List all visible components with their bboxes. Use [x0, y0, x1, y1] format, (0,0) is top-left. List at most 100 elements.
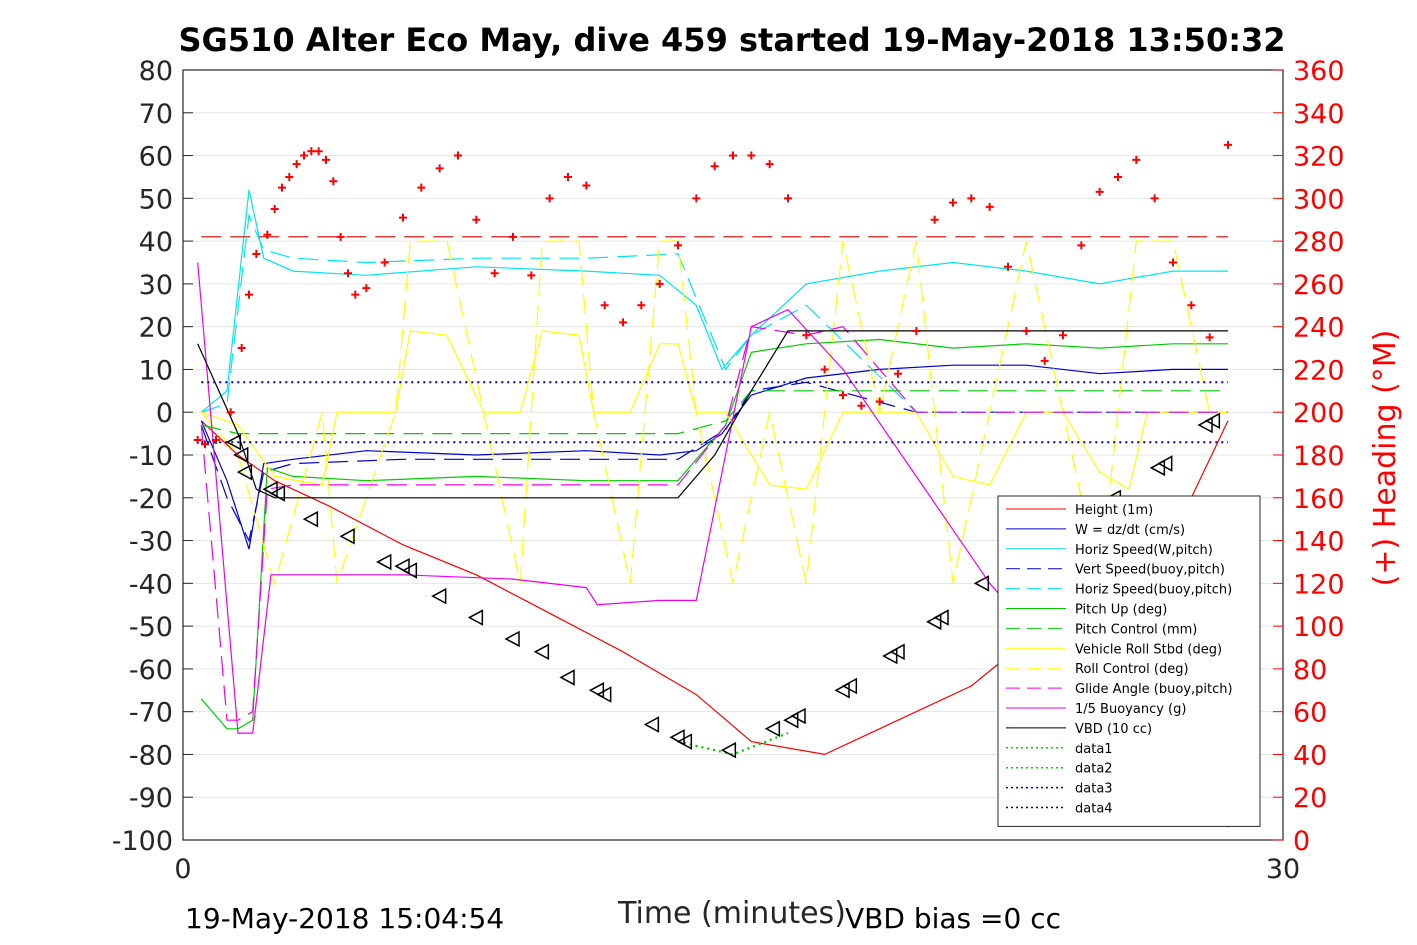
y-right-tick-label: 360: [1293, 56, 1345, 87]
heading-point: [985, 202, 994, 211]
depth-marker: [676, 733, 693, 750]
depth-marker: [533, 643, 550, 661]
depth-marker: [431, 587, 447, 605]
heading-point: [674, 241, 682, 250]
depth-marker: [1204, 412, 1221, 430]
y-axis-right: 3603403203002802602402202001801601401201…: [1273, 56, 1345, 857]
y-tick-label: -100: [112, 826, 173, 857]
depth-marker: [720, 741, 737, 759]
heading-point: [417, 183, 426, 192]
depth-marker: [882, 647, 898, 665]
heading-point: [765, 160, 774, 169]
heading-point: [201, 440, 209, 449]
heading-point: [912, 326, 921, 335]
depth-marker: [236, 463, 253, 481]
series-vbd-10-cc: [197, 330, 1228, 499]
y-tick-label: -70: [129, 698, 173, 729]
depth-marker: [225, 433, 242, 451]
heading-point: [380, 258, 389, 267]
legend-entry: Pitch Control (mm): [1075, 622, 1197, 637]
footer-timestamp: 19-May-2018 15:04:54: [185, 902, 504, 935]
legend-entry: data3: [1075, 782, 1113, 797]
series-pitch-control-mm: [201, 390, 1228, 435]
depth-marker: [643, 716, 660, 733]
legend-entry: Vert Speed(buoy,pitch): [1075, 563, 1225, 578]
heading-point: [820, 365, 829, 374]
legend-box: [997, 495, 1261, 827]
y-tick-label: 30: [139, 270, 173, 301]
heading-point: [839, 391, 847, 400]
y-right-tick-label: 260: [1293, 270, 1345, 301]
depth-marker: [973, 575, 990, 592]
series-vehicle-roll-stbd-deg: [201, 330, 1228, 491]
heading-point: [564, 172, 572, 181]
y-right-tick-label: 80: [1293, 655, 1327, 686]
y-right-tick-label: 120: [1293, 569, 1345, 600]
legend-entry: data1: [1075, 742, 1113, 757]
series-pitch-up-deg: [200, 338, 1228, 730]
y-tick-label: -90: [129, 783, 173, 814]
heading-point: [344, 269, 352, 278]
legend-entry: data4: [1075, 802, 1113, 817]
heading-point: [490, 269, 499, 278]
heading-point: [949, 198, 957, 207]
heading-point: [582, 181, 591, 190]
depth-marker: [889, 643, 905, 661]
footer-vbd-bias: VBD bias =0 cc: [845, 902, 1061, 935]
y-tick-label: 50: [139, 184, 173, 215]
depth-marker: [933, 609, 949, 626]
heading-point: [237, 344, 246, 353]
depth-marker: [339, 528, 355, 545]
y-tick-label: 10: [139, 355, 173, 386]
y-tick-label: -60: [129, 655, 173, 686]
heading-point: [435, 164, 444, 173]
y-right-tick-label: 320: [1293, 142, 1345, 173]
depth-marker: [783, 711, 799, 729]
chart-title: SG510 Alter Eco May, dive 459 started 19…: [178, 21, 1285, 59]
y-right-tick-label: 0: [1293, 826, 1310, 857]
heading-point: [710, 162, 719, 171]
depth-marker: [394, 557, 410, 575]
y-right-tick-label: 220: [1293, 355, 1345, 386]
y-tick-label: -80: [129, 740, 173, 771]
heading-point: [193, 436, 202, 445]
y-tick-label: 0: [156, 398, 173, 429]
heading-point: [472, 215, 481, 224]
heading-point: [278, 183, 286, 192]
heading-point: [1205, 333, 1214, 342]
heading-point: [692, 194, 701, 203]
heading-point: [1132, 155, 1141, 164]
y-tick-label: 40: [139, 227, 173, 258]
heading-point: [967, 194, 976, 203]
heading-point: [252, 249, 261, 258]
heading-point: [336, 232, 345, 241]
y-right-tick-label: 240: [1293, 313, 1345, 344]
series-w-dz-dt-cm-s: [200, 364, 1228, 550]
heading-point: [729, 151, 737, 160]
x-tick-label: 0: [174, 854, 191, 885]
y-tick-label: -30: [129, 527, 173, 558]
y-tick-label: -20: [129, 484, 173, 515]
depth-marker: [262, 480, 278, 498]
heading-point: [270, 205, 279, 214]
series-horiz-speed-buoy-pitch: [201, 213, 1228, 413]
depth-marker: [376, 553, 392, 571]
depth-marker: [588, 682, 605, 699]
legend-entry: Vehicle Roll Stbd (deg): [1075, 642, 1222, 657]
y-axis-left: 80 70 60 50 40 30 20 10 0 -10 -20 -30 -40 -50 -60 -70 -8…: [112, 56, 193, 857]
depth-marker: [841, 677, 858, 695]
heading-point: [1095, 187, 1104, 196]
heading-point: [285, 172, 294, 181]
legend-entry: 1/5 Buoyancy (g): [1075, 702, 1186, 717]
y-tick-label: 20: [139, 313, 173, 344]
heading-point: [307, 147, 316, 156]
series-data2: [677, 732, 789, 756]
heading-point: [875, 397, 884, 406]
heading-point: [527, 271, 536, 280]
depth-marker: [269, 485, 286, 502]
heading-point: [263, 230, 272, 239]
depth-marker: [1149, 459, 1166, 477]
y-right-tick-label: 340: [1293, 99, 1345, 130]
x-axis: 0 30: [174, 854, 1300, 885]
